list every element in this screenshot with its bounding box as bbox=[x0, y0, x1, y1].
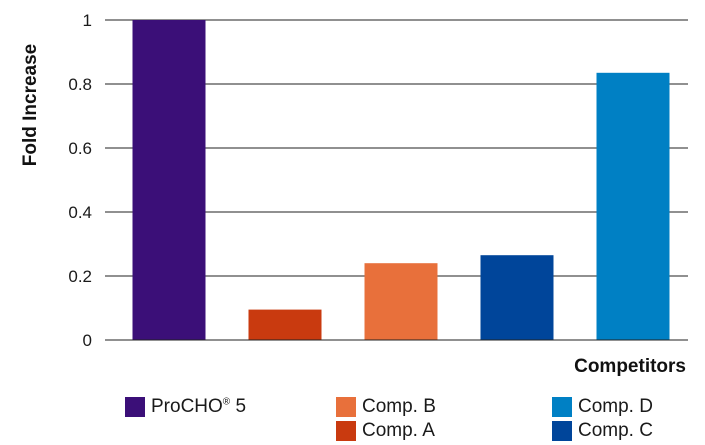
bar-comp-b bbox=[364, 263, 438, 340]
x-axis-label: Competitors bbox=[574, 356, 686, 377]
y-tick-label: 0.2 bbox=[68, 267, 92, 286]
legend-swatch bbox=[336, 421, 356, 441]
y-tick-label: 0.6 bbox=[68, 139, 92, 158]
y-tick-label: 0.8 bbox=[68, 75, 92, 94]
y-tick-label: 0.4 bbox=[68, 203, 92, 222]
bar-chart: 0 0.2 0.4 0.6 0.8 1 Fold Increase Competitors bbox=[20, 11, 688, 377]
bars bbox=[132, 20, 670, 341]
legend-label: Comp. A bbox=[362, 420, 435, 441]
y-tick-label: 0 bbox=[83, 331, 92, 350]
legend-swatch bbox=[125, 397, 145, 417]
bar-comp-c bbox=[480, 255, 554, 340]
legend-label: Comp. D bbox=[578, 396, 653, 417]
legend-label: Comp. B bbox=[362, 396, 436, 417]
legend-label: ProCHO® 5 bbox=[151, 396, 247, 417]
legend-item-comp-a: Comp. A bbox=[336, 420, 435, 442]
legend-swatch bbox=[552, 397, 572, 417]
legend-label: Comp. C bbox=[578, 420, 653, 441]
bar-comp-a bbox=[248, 309, 322, 340]
legend-swatch bbox=[552, 421, 572, 441]
legend-swatch bbox=[336, 397, 356, 417]
y-axis-ticks: 0 0.2 0.4 0.6 0.8 1 bbox=[68, 11, 92, 350]
legend-item-comp-b: Comp. B bbox=[336, 396, 436, 418]
legend-item-comp-d: Comp. D bbox=[552, 396, 653, 418]
legend-item-comp-c: Comp. C bbox=[552, 420, 653, 442]
bar-comp-d bbox=[596, 72, 670, 341]
legend-item-procho5: ProCHO® 5 bbox=[125, 396, 246, 418]
y-tick-label: 1 bbox=[83, 11, 92, 30]
bar-procho-5 bbox=[132, 20, 206, 340]
y-axis-label: Fold Increase bbox=[20, 44, 41, 167]
